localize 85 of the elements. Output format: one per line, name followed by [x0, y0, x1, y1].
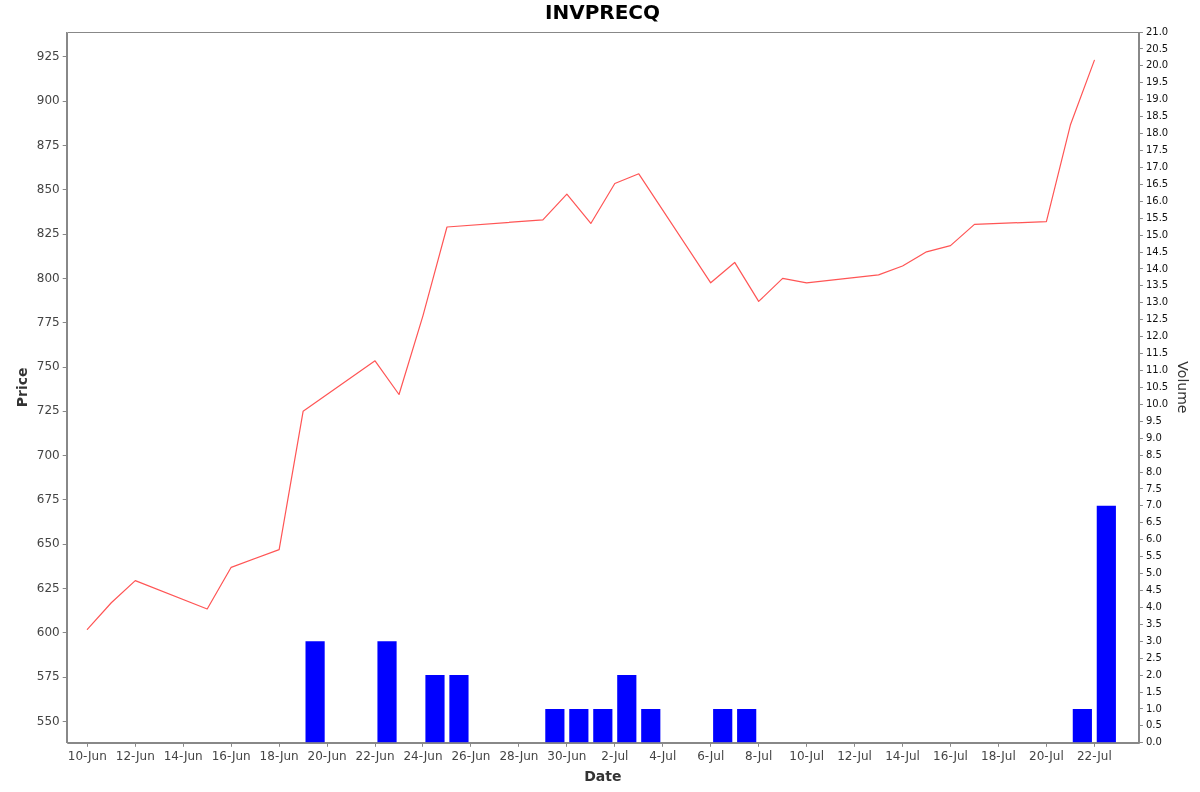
y-tick-label: 825 [36, 226, 60, 241]
y2-tick-label: 19.0 [1145, 93, 1169, 105]
y2-tick-label: 7.5 [1145, 482, 1162, 494]
x-tick-label: 18-Jun [259, 749, 299, 764]
x-tick-label: 22-Jun [355, 749, 395, 764]
y2-tick-label: 16.5 [1145, 177, 1169, 189]
y-tick-label: 675 [36, 492, 60, 507]
y2-tick-label: 15.5 [1145, 211, 1169, 223]
y2-tick-label: 2.0 [1145, 668, 1162, 680]
y-tick-label: 875 [36, 137, 60, 152]
y-tick-label: 625 [36, 580, 60, 595]
x-tick-label: 22-Jul [1076, 749, 1112, 764]
x-tick-label: 26-Jun [451, 749, 491, 764]
y2-tick-label: 13.0 [1145, 296, 1169, 308]
y2-tick-label: 20.0 [1145, 59, 1169, 71]
y2-tick-label: 9.5 [1145, 414, 1162, 426]
x-tick-label: 28-Jun [499, 749, 539, 764]
chart-title: INVPRECQ [544, 0, 661, 25]
y2-tick-label: 5.0 [1145, 567, 1162, 579]
y-tick-label: 650 [36, 536, 60, 551]
y2-tick-label: 17.0 [1145, 160, 1169, 172]
y2-tick-label: 18.5 [1145, 110, 1169, 122]
x-tick-label: 10-Jun [67, 749, 107, 764]
y-tick-label: 800 [36, 270, 60, 285]
y2-tick-label: 18.0 [1145, 127, 1169, 139]
x-tick-label: 10-Jul [789, 749, 824, 764]
y-tick-label: 775 [36, 314, 60, 329]
y2-tick-label: 0.0 [1145, 736, 1162, 748]
x-tick-label: 12-Jun [115, 749, 155, 764]
y2-tick-label: 11.5 [1145, 347, 1169, 359]
y2-tick-label: 10.5 [1145, 380, 1169, 392]
y2-tick-label: 13.5 [1145, 279, 1169, 291]
y2-tick-label: 8.0 [1145, 465, 1162, 477]
y-tick-label: 700 [36, 447, 60, 462]
x-tick-label: 16-Jul [933, 749, 968, 764]
x-tick-label: 2-Jul [601, 749, 629, 764]
y-tick-label: 600 [36, 625, 60, 640]
y2-tick-label: 15.0 [1145, 228, 1169, 240]
y-tick-label: 550 [36, 713, 60, 728]
y2-tick-label: 17.5 [1145, 144, 1169, 156]
y2-tick-label: 1.5 [1145, 685, 1162, 697]
y-tick-label: 750 [36, 359, 60, 374]
y2-tick-label: 6.5 [1145, 516, 1162, 528]
y2-tick-label: 7.0 [1145, 499, 1162, 511]
y2-tick-label: 20.5 [1145, 42, 1169, 54]
x-tick-label: 16-Jun [211, 749, 251, 764]
y2-tick-label: 0.5 [1145, 719, 1162, 731]
x-tick-label: 6-Jul [697, 749, 725, 764]
y2-tick-label: 8.5 [1145, 448, 1162, 460]
y2-tick-label: 4.0 [1145, 601, 1162, 612]
y2-tick-label: 3.5 [1145, 617, 1162, 629]
x-tick-label: 30-Jun [547, 749, 587, 764]
y2-tick-label: 6.0 [1145, 533, 1162, 545]
y2-tick-label: 1.0 [1145, 702, 1162, 714]
y2-tick-label: 19.5 [1145, 76, 1169, 88]
y-tick-label: 575 [36, 669, 60, 684]
y2-tick-label: 12.0 [1145, 330, 1169, 342]
y2-tick-label: 4.5 [1145, 584, 1162, 596]
y2-axis-title: Volume [1174, 361, 1191, 414]
y2-tick-label: 11.0 [1145, 364, 1169, 376]
y-tick-label: 725 [36, 403, 60, 418]
x-axis-title: Date [584, 768, 622, 785]
y2-tick-label: 12.5 [1145, 313, 1169, 325]
y2-tick-label: 5.5 [1145, 550, 1162, 562]
x-tick-label: 20-Jul [1029, 749, 1064, 764]
x-tick-label: 12-Jul [837, 749, 872, 764]
y2-tick-label: 16.0 [1145, 194, 1169, 206]
x-tick-label: 4-Jul [649, 749, 677, 764]
y2-tick-label: 9.0 [1145, 431, 1162, 443]
x-tick-label: 8-Jul [745, 749, 773, 764]
x-tick-label: 24-Jun [403, 749, 443, 764]
y-tick-label: 850 [36, 181, 60, 196]
y2-tick-label: 3.0 [1145, 634, 1162, 646]
y-axis-title: Price [14, 367, 31, 408]
y-tick-label: 900 [36, 93, 60, 108]
x-tick-label: 14-Jul [885, 749, 920, 764]
x-tick-label: 18-Jul [981, 749, 1016, 764]
y2-tick-label: 14.5 [1145, 245, 1169, 257]
y-tick-label: 925 [36, 48, 60, 63]
y2-tick-label: 2.5 [1145, 651, 1162, 663]
y2-tick-label: 10.0 [1145, 397, 1169, 409]
y2-tick-label: 14.0 [1145, 262, 1169, 274]
x-tick-label: 20-Jun [307, 749, 347, 764]
x-tick-label: 14-Jun [163, 749, 203, 764]
y2-tick-label: 21.0 [1145, 25, 1169, 37]
